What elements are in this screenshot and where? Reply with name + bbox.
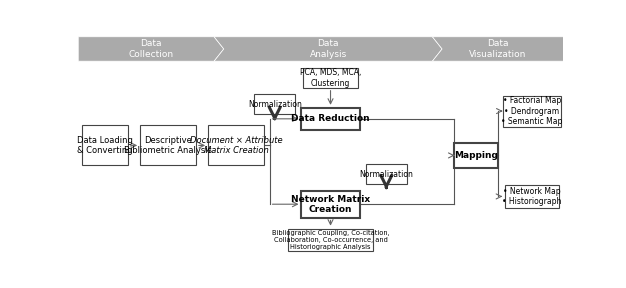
- Text: Data
Collection: Data Collection: [128, 39, 173, 59]
- FancyBboxPatch shape: [301, 191, 359, 217]
- Text: Data
Visualization: Data Visualization: [470, 39, 526, 59]
- FancyBboxPatch shape: [208, 126, 264, 165]
- FancyBboxPatch shape: [505, 185, 558, 208]
- Text: • Network Map
• Historiograph: • Network Map • Historiograph: [502, 187, 562, 206]
- FancyBboxPatch shape: [366, 164, 407, 184]
- Text: Normalization: Normalization: [359, 170, 413, 179]
- Text: Data Reduction: Data Reduction: [291, 114, 370, 123]
- Text: Normalization: Normalization: [248, 100, 302, 109]
- FancyBboxPatch shape: [82, 126, 128, 165]
- FancyBboxPatch shape: [140, 126, 196, 165]
- FancyBboxPatch shape: [301, 108, 359, 130]
- Text: Bibliographic Coupling, Co-citation,
Collaboration, Co-occurrence, and
Historiog: Bibliographic Coupling, Co-citation, Col…: [272, 230, 389, 250]
- Text: Data Loading
& Converting: Data Loading & Converting: [77, 136, 133, 155]
- Text: Document × Attribute
Matrix Creation: Document × Attribute Matrix Creation: [190, 136, 282, 155]
- Polygon shape: [214, 37, 442, 61]
- Polygon shape: [433, 37, 563, 61]
- FancyBboxPatch shape: [288, 229, 373, 251]
- FancyBboxPatch shape: [302, 68, 359, 88]
- Text: Descriptive
Bibliometric Analysis: Descriptive Bibliometric Analysis: [124, 136, 212, 155]
- Text: Mapping: Mapping: [454, 151, 498, 160]
- Text: • Factorial Map
• Dendrogram
• Semantic Map: • Factorial Map • Dendrogram • Semantic …: [501, 96, 563, 126]
- FancyBboxPatch shape: [454, 143, 498, 168]
- Polygon shape: [78, 37, 224, 61]
- Text: PCA, MDS, MCA,
Clustering: PCA, MDS, MCA, Clustering: [300, 68, 361, 88]
- FancyBboxPatch shape: [254, 94, 295, 114]
- FancyBboxPatch shape: [503, 96, 561, 127]
- Text: Network Matrix
Creation: Network Matrix Creation: [291, 194, 370, 214]
- Text: Data
Analysis: Data Analysis: [309, 39, 347, 59]
